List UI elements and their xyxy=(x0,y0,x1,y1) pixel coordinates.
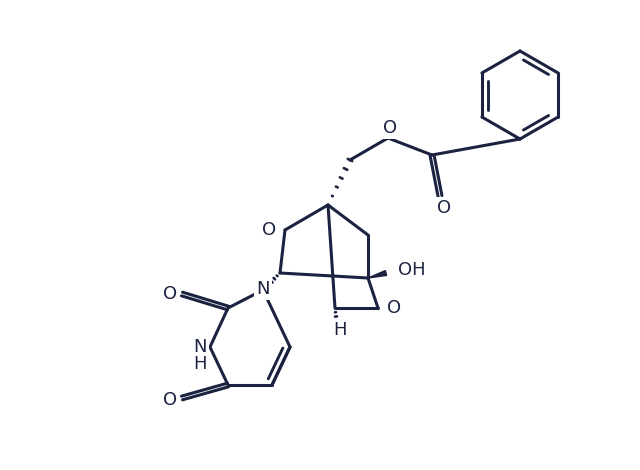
Text: H: H xyxy=(193,355,207,373)
Text: H: H xyxy=(333,321,347,339)
Text: N: N xyxy=(256,280,269,298)
Text: O: O xyxy=(163,391,177,409)
Text: O: O xyxy=(383,119,397,137)
Text: O: O xyxy=(387,299,401,317)
Text: O: O xyxy=(437,199,451,217)
Polygon shape xyxy=(368,271,387,278)
Text: O: O xyxy=(163,285,177,303)
Text: N: N xyxy=(193,338,207,356)
Text: O: O xyxy=(262,221,276,239)
Text: OH: OH xyxy=(398,261,426,279)
